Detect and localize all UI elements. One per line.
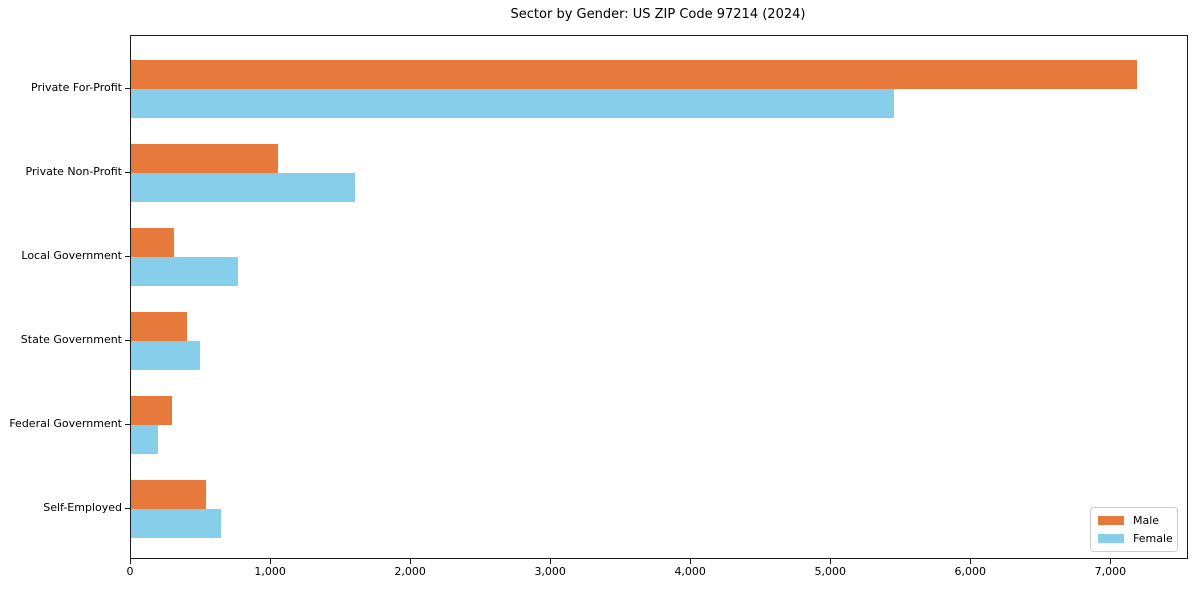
x-tick-0: [130, 559, 131, 564]
x-tick-6000: [970, 559, 972, 564]
legend-item-female: Female: [1098, 531, 1173, 546]
x-tick-5000: [830, 559, 832, 564]
male-series-swatch-icon: [1098, 516, 1124, 525]
y-tick-state-government: [125, 340, 130, 341]
x-tick-label-1000: 1,000: [254, 565, 286, 578]
x-tick-7000: [1110, 559, 1112, 564]
bar-female-state-government: [131, 341, 200, 370]
x-tick-2000: [410, 559, 412, 564]
y-tick-federal-government: [125, 424, 130, 425]
y-tick-label-state-government: State Government: [20, 333, 122, 346]
bar-male-local-government: [131, 228, 174, 257]
y-tick-label-federal-government: Federal Government: [9, 417, 122, 430]
bar-male-state-government: [131, 312, 187, 341]
x-tick-label-7000: 7,000: [1094, 565, 1127, 578]
bar-female-federal-government: [131, 425, 159, 454]
y-tick-label-self-employed: Self-Employed: [43, 501, 122, 514]
y-tick-label-private-non-profit: Private Non-Profit: [25, 165, 122, 178]
x-tick-3000: [550, 559, 552, 564]
x-tick-label-4000: 4,000: [674, 565, 706, 578]
x-tick-label-2000: 2,000: [394, 565, 426, 578]
bar-female-self-employed: [131, 509, 221, 538]
legend-label-female: Female: [1133, 532, 1173, 545]
legend-label-male: Male: [1133, 514, 1160, 527]
x-tick-1000: [270, 559, 272, 564]
bar-male-private-non-profit: [131, 144, 279, 173]
bar-female-private-for-profit: [131, 89, 895, 118]
x-tick-label-3000: 3,000: [534, 565, 566, 578]
y-tick-label-private-for-profit: Private For-Profit: [31, 81, 122, 94]
x-tick-label-6000: 6,000: [954, 565, 987, 578]
y-tick-private-for-profit: [125, 88, 130, 89]
x-tick-label-0: 0: [126, 565, 134, 578]
bar-male-private-for-profit: [131, 60, 1137, 89]
y-tick-local-government: [125, 256, 130, 257]
y-tick-private-non-profit: [125, 172, 130, 173]
bar-male-federal-government: [131, 396, 172, 425]
bar-female-private-non-profit: [131, 173, 356, 202]
chart-title: Sector by Gender: US ZIP Code 97214 (202…: [510, 7, 806, 22]
bar-male-self-employed: [131, 480, 206, 509]
female-series-swatch-icon: [1098, 534, 1124, 543]
plot-area: [130, 35, 1188, 559]
y-tick-label-local-government: Local Government: [21, 249, 122, 262]
legend-item-male: Male: [1098, 513, 1170, 528]
y-tick-self-employed: [125, 508, 130, 509]
legend: Male Female: [1090, 507, 1178, 552]
x-tick-label-5000: 5,000: [814, 565, 847, 578]
x-tick-4000: [690, 559, 692, 564]
bar-female-local-government: [131, 257, 239, 286]
